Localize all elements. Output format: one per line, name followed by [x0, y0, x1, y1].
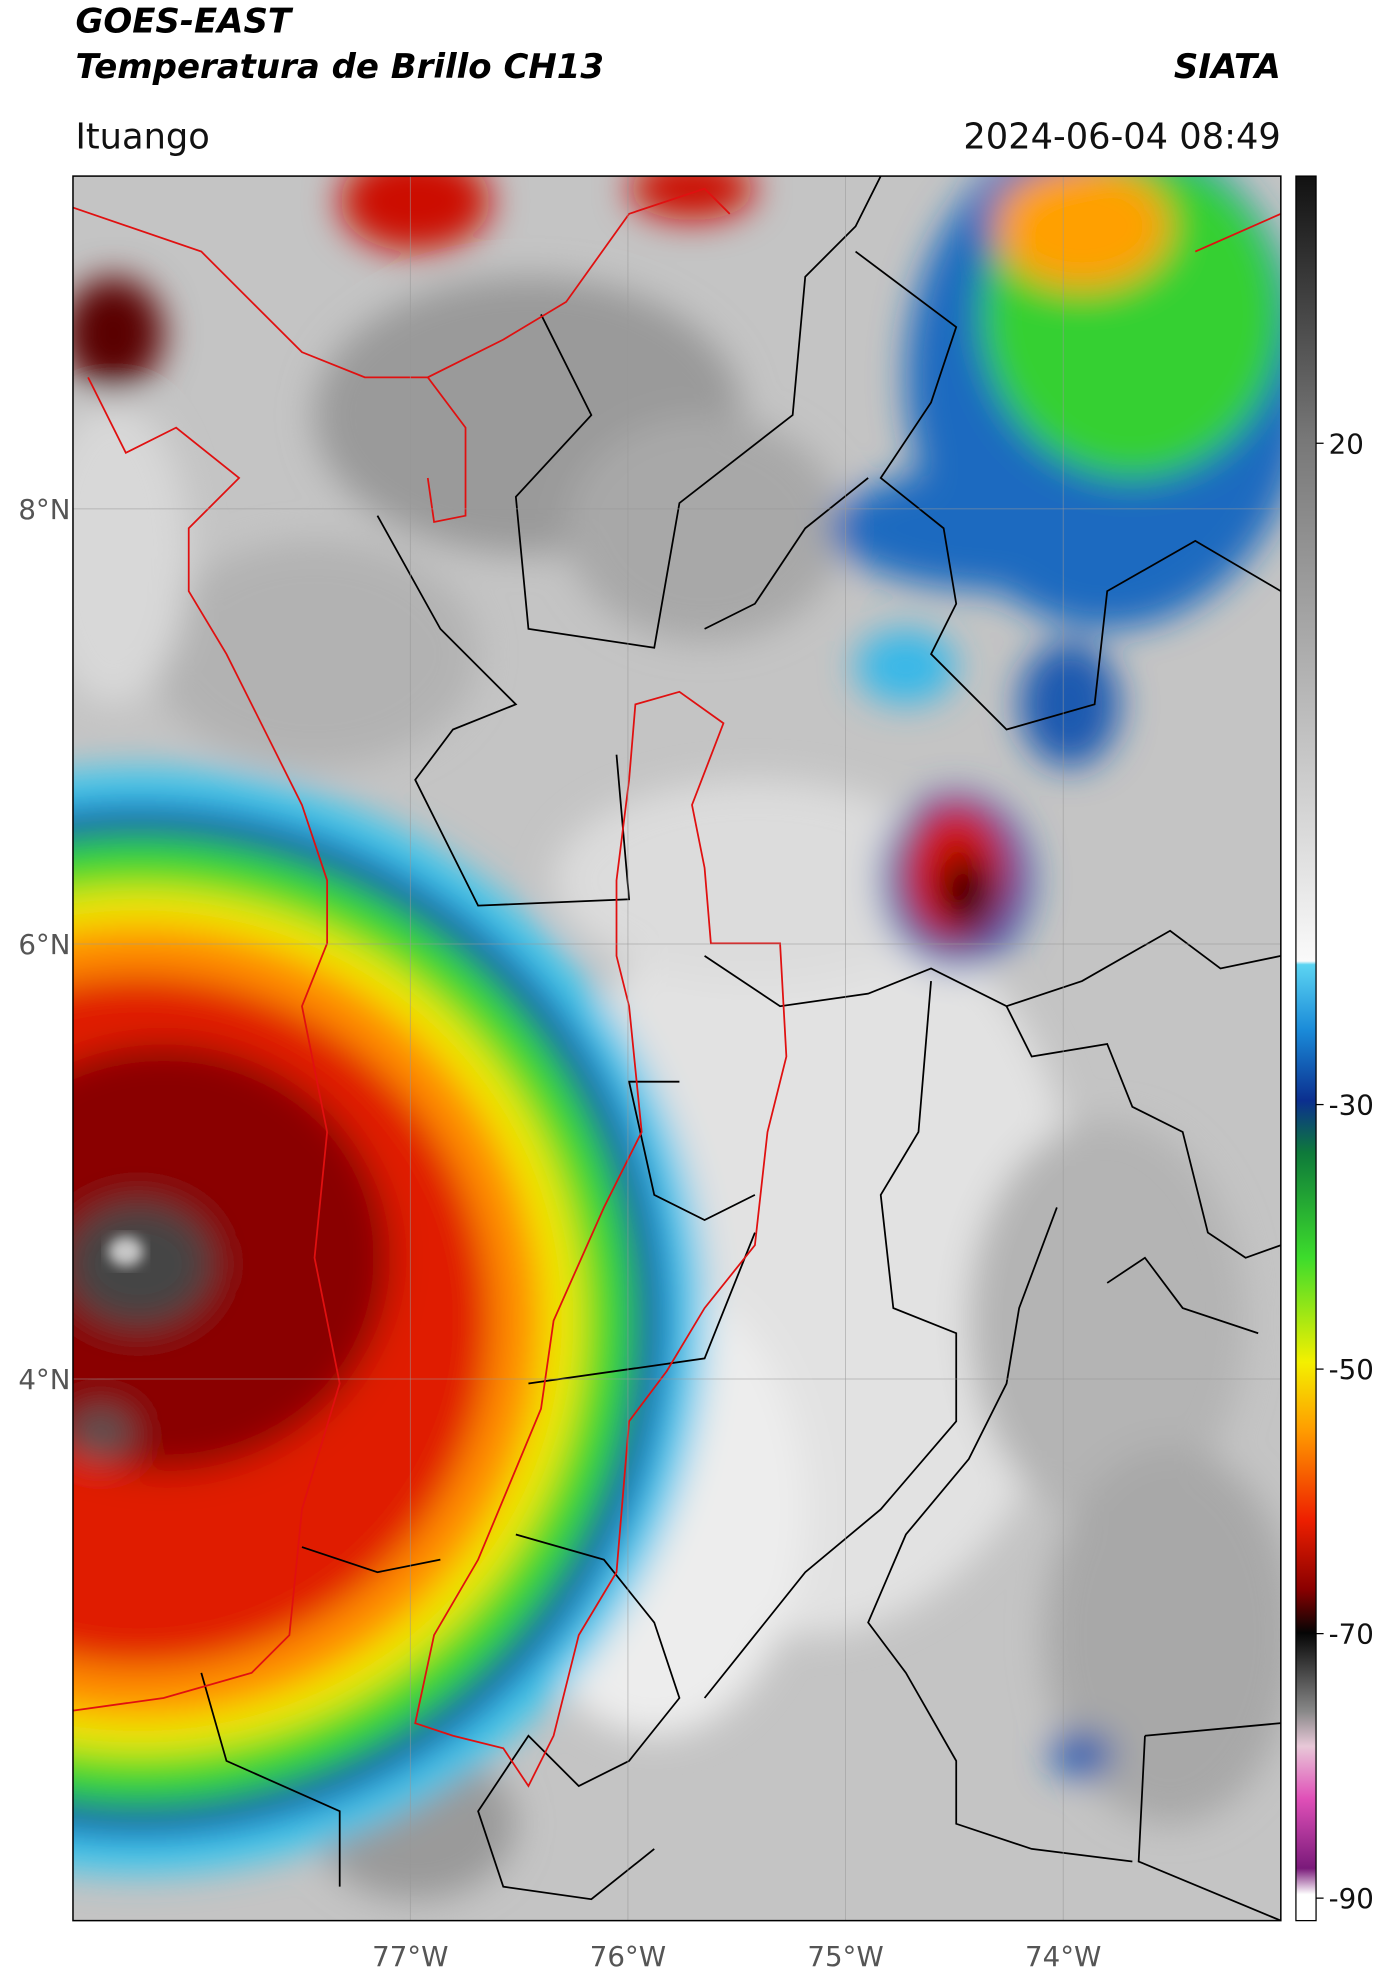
timestamp: 2024-06-04 08:49: [963, 116, 1280, 157]
location: Ituango: [75, 116, 209, 157]
subtitle: Temperatura de Brillo CH13: [75, 47, 604, 87]
y-tick-label: 4°N: [18, 1363, 70, 1396]
colorbar: [1295, 175, 1317, 1922]
source: SIATA: [1174, 47, 1281, 87]
map-frame: [72, 175, 1282, 1922]
x-tick-label: 74°W: [1025, 1940, 1101, 1973]
colorbar-tick-label: -70: [1329, 1618, 1374, 1651]
graticule: [72, 176, 1281, 1921]
title: GOES-EAST: [75, 2, 293, 42]
x-tick-label: 76°W: [590, 1940, 666, 1973]
x-tick-label: 77°W: [372, 1940, 448, 1973]
colorbar-tick-label: -90: [1329, 1882, 1374, 1915]
y-tick-label: 8°N: [18, 493, 70, 526]
colorbar-tick-label: -30: [1329, 1089, 1374, 1122]
colorbar-tick-label: -50: [1329, 1353, 1374, 1386]
colorbar-tick-label: 20: [1329, 427, 1364, 460]
y-tick-label: 6°N: [18, 928, 70, 961]
x-tick-label: 75°W: [807, 1940, 883, 1973]
satellite-image: [72, 176, 1281, 1921]
